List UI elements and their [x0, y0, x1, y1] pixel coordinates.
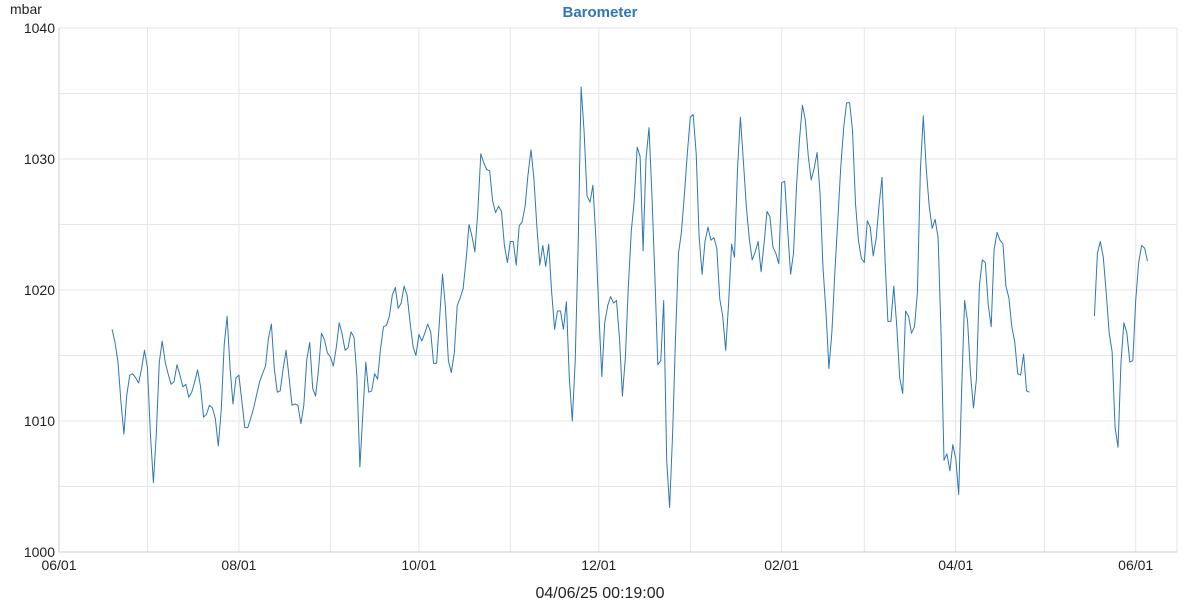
- grid-layer: [58, 27, 1178, 553]
- x-tick-label: 06/01: [41, 557, 76, 573]
- y-tick-labels: 1000 1010 1020 1030 1040: [24, 20, 55, 560]
- x-tick-label: 04/01: [938, 557, 973, 573]
- y-tick-label: 1040: [24, 20, 55, 36]
- x-tick-labels: 06/01 08/01 10/01 12/01 02/01 04/01 06/01: [41, 557, 1153, 573]
- x-tick-label: 02/01: [764, 557, 799, 573]
- chart-title: Barometer: [562, 4, 637, 21]
- series-layer: [111, 86, 1148, 508]
- barometer-series-line: [1093, 241, 1148, 448]
- x-tick-label: 08/01: [221, 557, 256, 573]
- axis-layer: [58, 28, 1177, 553]
- y-tick-label: 1030: [24, 151, 55, 167]
- x-tick-label: 12/01: [581, 557, 616, 573]
- x-tick-label: 06/01: [1118, 557, 1153, 573]
- y-tick-label: 1000: [24, 544, 55, 560]
- x-tick-label: 10/01: [401, 557, 436, 573]
- y-tick-label: 1020: [24, 282, 55, 298]
- barometer-series-line: [111, 86, 1030, 508]
- timestamp-label: 04/06/25 00:19:00: [535, 585, 664, 600]
- y-tick-label: 1010: [24, 413, 55, 429]
- y-axis-unit-label: mbar: [10, 1, 42, 17]
